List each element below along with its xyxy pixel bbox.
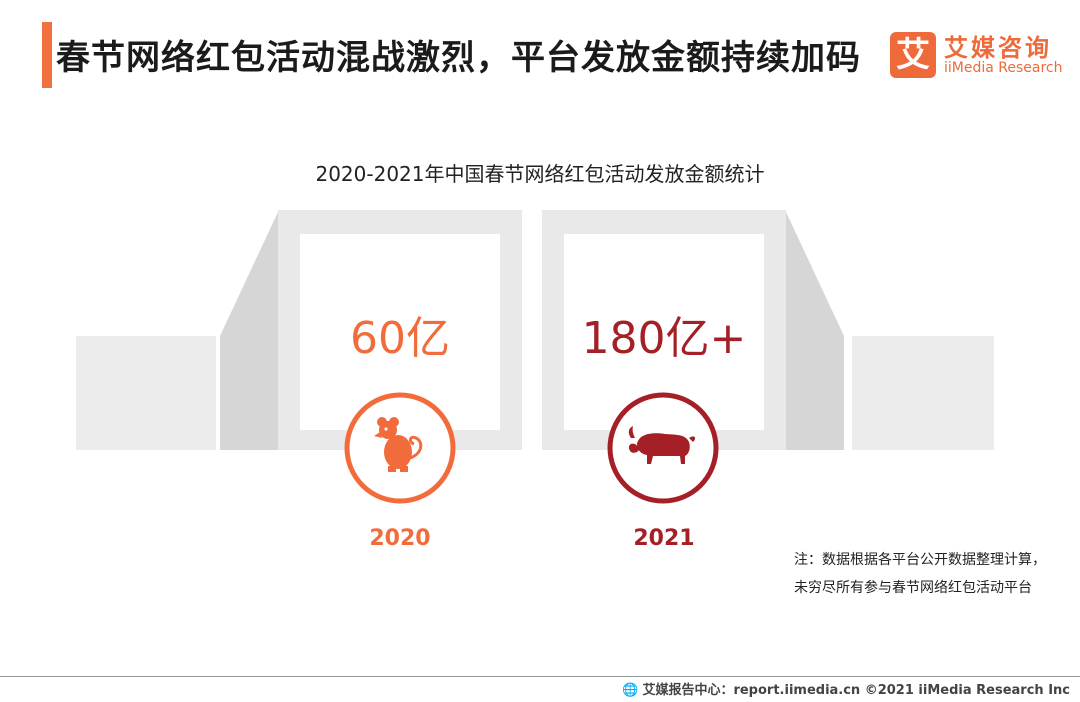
year-label-2020: 2020 [369,526,431,551]
logo-mark-icon: 艾 [890,32,936,78]
footnote-line-1: 注：数据根据各平台公开数据整理计算， [794,552,1046,568]
footnote-line-2: 未穷尽所有参与春节网络红包活动平台 [794,580,1032,596]
globe-icon: 🌐 [622,683,639,698]
rat-icon [344,392,456,504]
stage-right-block [852,336,994,450]
logo-name-en: iiMedia Research [944,60,1063,76]
value-label-2021: 180亿+ [581,313,747,364]
chart-title: 2020-2021年中国春节网络红包活动发放金额统计 [315,162,765,186]
footer-text: 艾媒报告中心：report.iimedia.cn ©2021 iiMedia R… [642,683,1070,698]
footnote: 注：数据根据各平台公开数据整理计算， 未穷尽所有参与春节网络红包活动平台 [794,546,1046,602]
badge-2020 [344,392,456,504]
stage-left-wing [220,212,278,450]
ox-icon [607,392,719,504]
badge-2021 [607,392,719,504]
value-label-2020: 60亿 [350,313,450,364]
logo-name-cn: 艾媒咨询 [944,34,1052,62]
stage-right-wing [786,212,844,450]
year-label-2021: 2021 [633,526,695,551]
iimedia-logo: 艾 艾媒咨询 iiMedia Research [890,24,1065,84]
footer-credit: 🌐 艾媒报告中心：report.iimedia.cn ©2021 iiMedia … [622,679,1070,698]
title-accent-bar [42,22,52,88]
footer-divider [0,676,1080,677]
page-title: 春节网络红包活动混战激烈，平台发放金额持续加码 [56,38,861,78]
stage-left-block [76,336,216,450]
